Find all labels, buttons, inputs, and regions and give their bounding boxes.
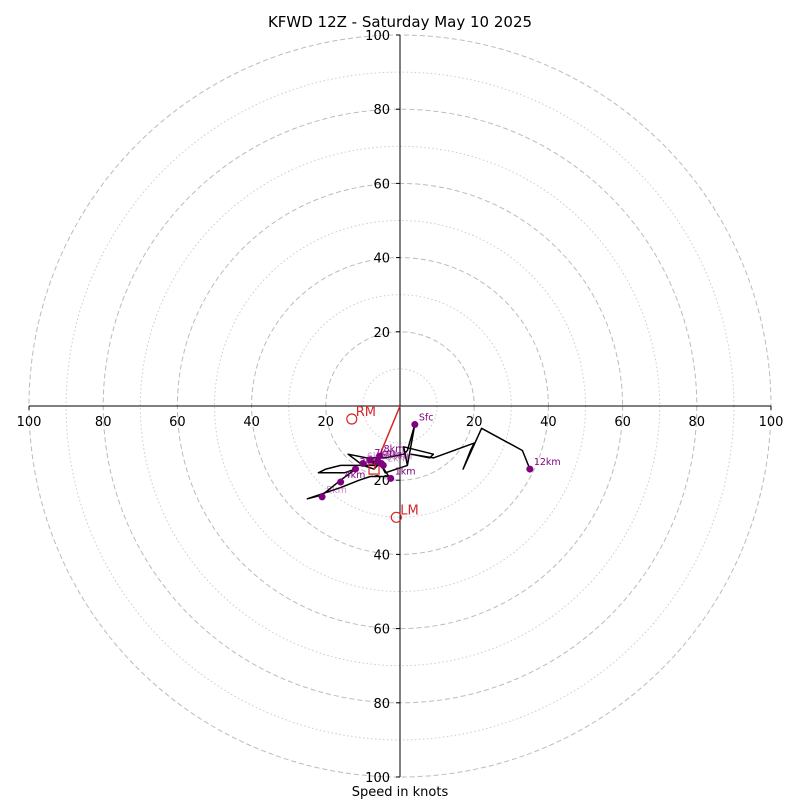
y-tick-label-neg-60: 60	[373, 623, 390, 638]
y-tick-label-pos-20: 20	[373, 326, 390, 341]
storm-motion-lm-marker	[390, 511, 402, 523]
height-label-Sfc: Sfc	[419, 413, 434, 424]
x-tick-label-neg-80: 80	[95, 415, 112, 430]
x-tick-label-pos-80: 80	[689, 415, 706, 430]
height-label-1km: 1km	[395, 466, 416, 477]
y-tick-label-neg-20: 20	[373, 474, 390, 489]
y-tick-label-neg-40: 40	[373, 548, 390, 563]
height-marker-1km	[387, 474, 395, 482]
tick-labels: 20 20 20 20 40 40 40 40 60 60 60 60 80 80 80 80 100 100 10…	[17, 29, 784, 786]
hodograph-trace-0	[402, 424, 531, 470]
height-label-2km: 2km	[387, 453, 408, 464]
x-tick-label-pos-40: 40	[540, 415, 557, 430]
height-markers: Sfc1km2km3km4km5km6km7km8km9km10km11km12…	[318, 413, 561, 501]
y-tick-label-pos-60: 60	[373, 177, 390, 192]
x-tick-label-neg-60: 60	[169, 415, 186, 430]
height-marker-12km	[526, 465, 534, 473]
x-tick-label-neg-20: 20	[318, 415, 335, 430]
storm-motion-rm-label: RM	[356, 405, 376, 420]
height-label-7km: 7km	[374, 448, 395, 459]
height-label-9km: 9km	[382, 450, 403, 461]
height-label-5km: 5km	[326, 485, 347, 496]
x-axis-label: Speed in knots	[352, 785, 449, 800]
x-tick-label-pos-20: 20	[466, 415, 483, 430]
height-marker-4km	[337, 478, 345, 486]
height-label-12km: 12km	[534, 457, 561, 468]
storm-motion-rm-marker	[346, 413, 358, 425]
height-marker-3km	[351, 465, 359, 473]
y-tick-label-neg-100: 100	[365, 771, 390, 786]
height-label-4km: 4km	[345, 470, 366, 481]
chart-title: KFWD 12Z - Saturday May 10 2025	[268, 13, 532, 31]
y-tick-label-pos-100: 100	[365, 29, 390, 44]
height-marker-5km	[318, 493, 326, 501]
mean-wind-marker	[368, 463, 380, 475]
height-marker-8km	[376, 452, 384, 460]
height-label-10km: 10km	[385, 452, 412, 463]
x-tick-label-pos-100: 100	[759, 415, 784, 430]
y-tick-label-pos-80: 80	[373, 103, 390, 118]
height-marker-Sfc	[411, 421, 419, 429]
hodograph-trace-1	[306, 424, 416, 500]
height-label-8km: 8km	[384, 444, 405, 455]
x-tick-label-neg-100: 100	[17, 415, 42, 430]
y-tick-label-pos-40: 40	[373, 252, 390, 267]
height-marker-7km	[366, 456, 374, 464]
storm-motion-lm-label: LM	[400, 503, 418, 518]
y-tick-label-neg-80: 80	[373, 697, 390, 712]
height-marker-11km	[374, 458, 382, 466]
x-tick-label-neg-40: 40	[243, 415, 260, 430]
height-marker-6km	[359, 460, 367, 468]
height-label-11km: 11km	[382, 450, 409, 461]
x-tick-label-pos-60: 60	[614, 415, 631, 430]
hodograph-lines	[306, 424, 531, 500]
